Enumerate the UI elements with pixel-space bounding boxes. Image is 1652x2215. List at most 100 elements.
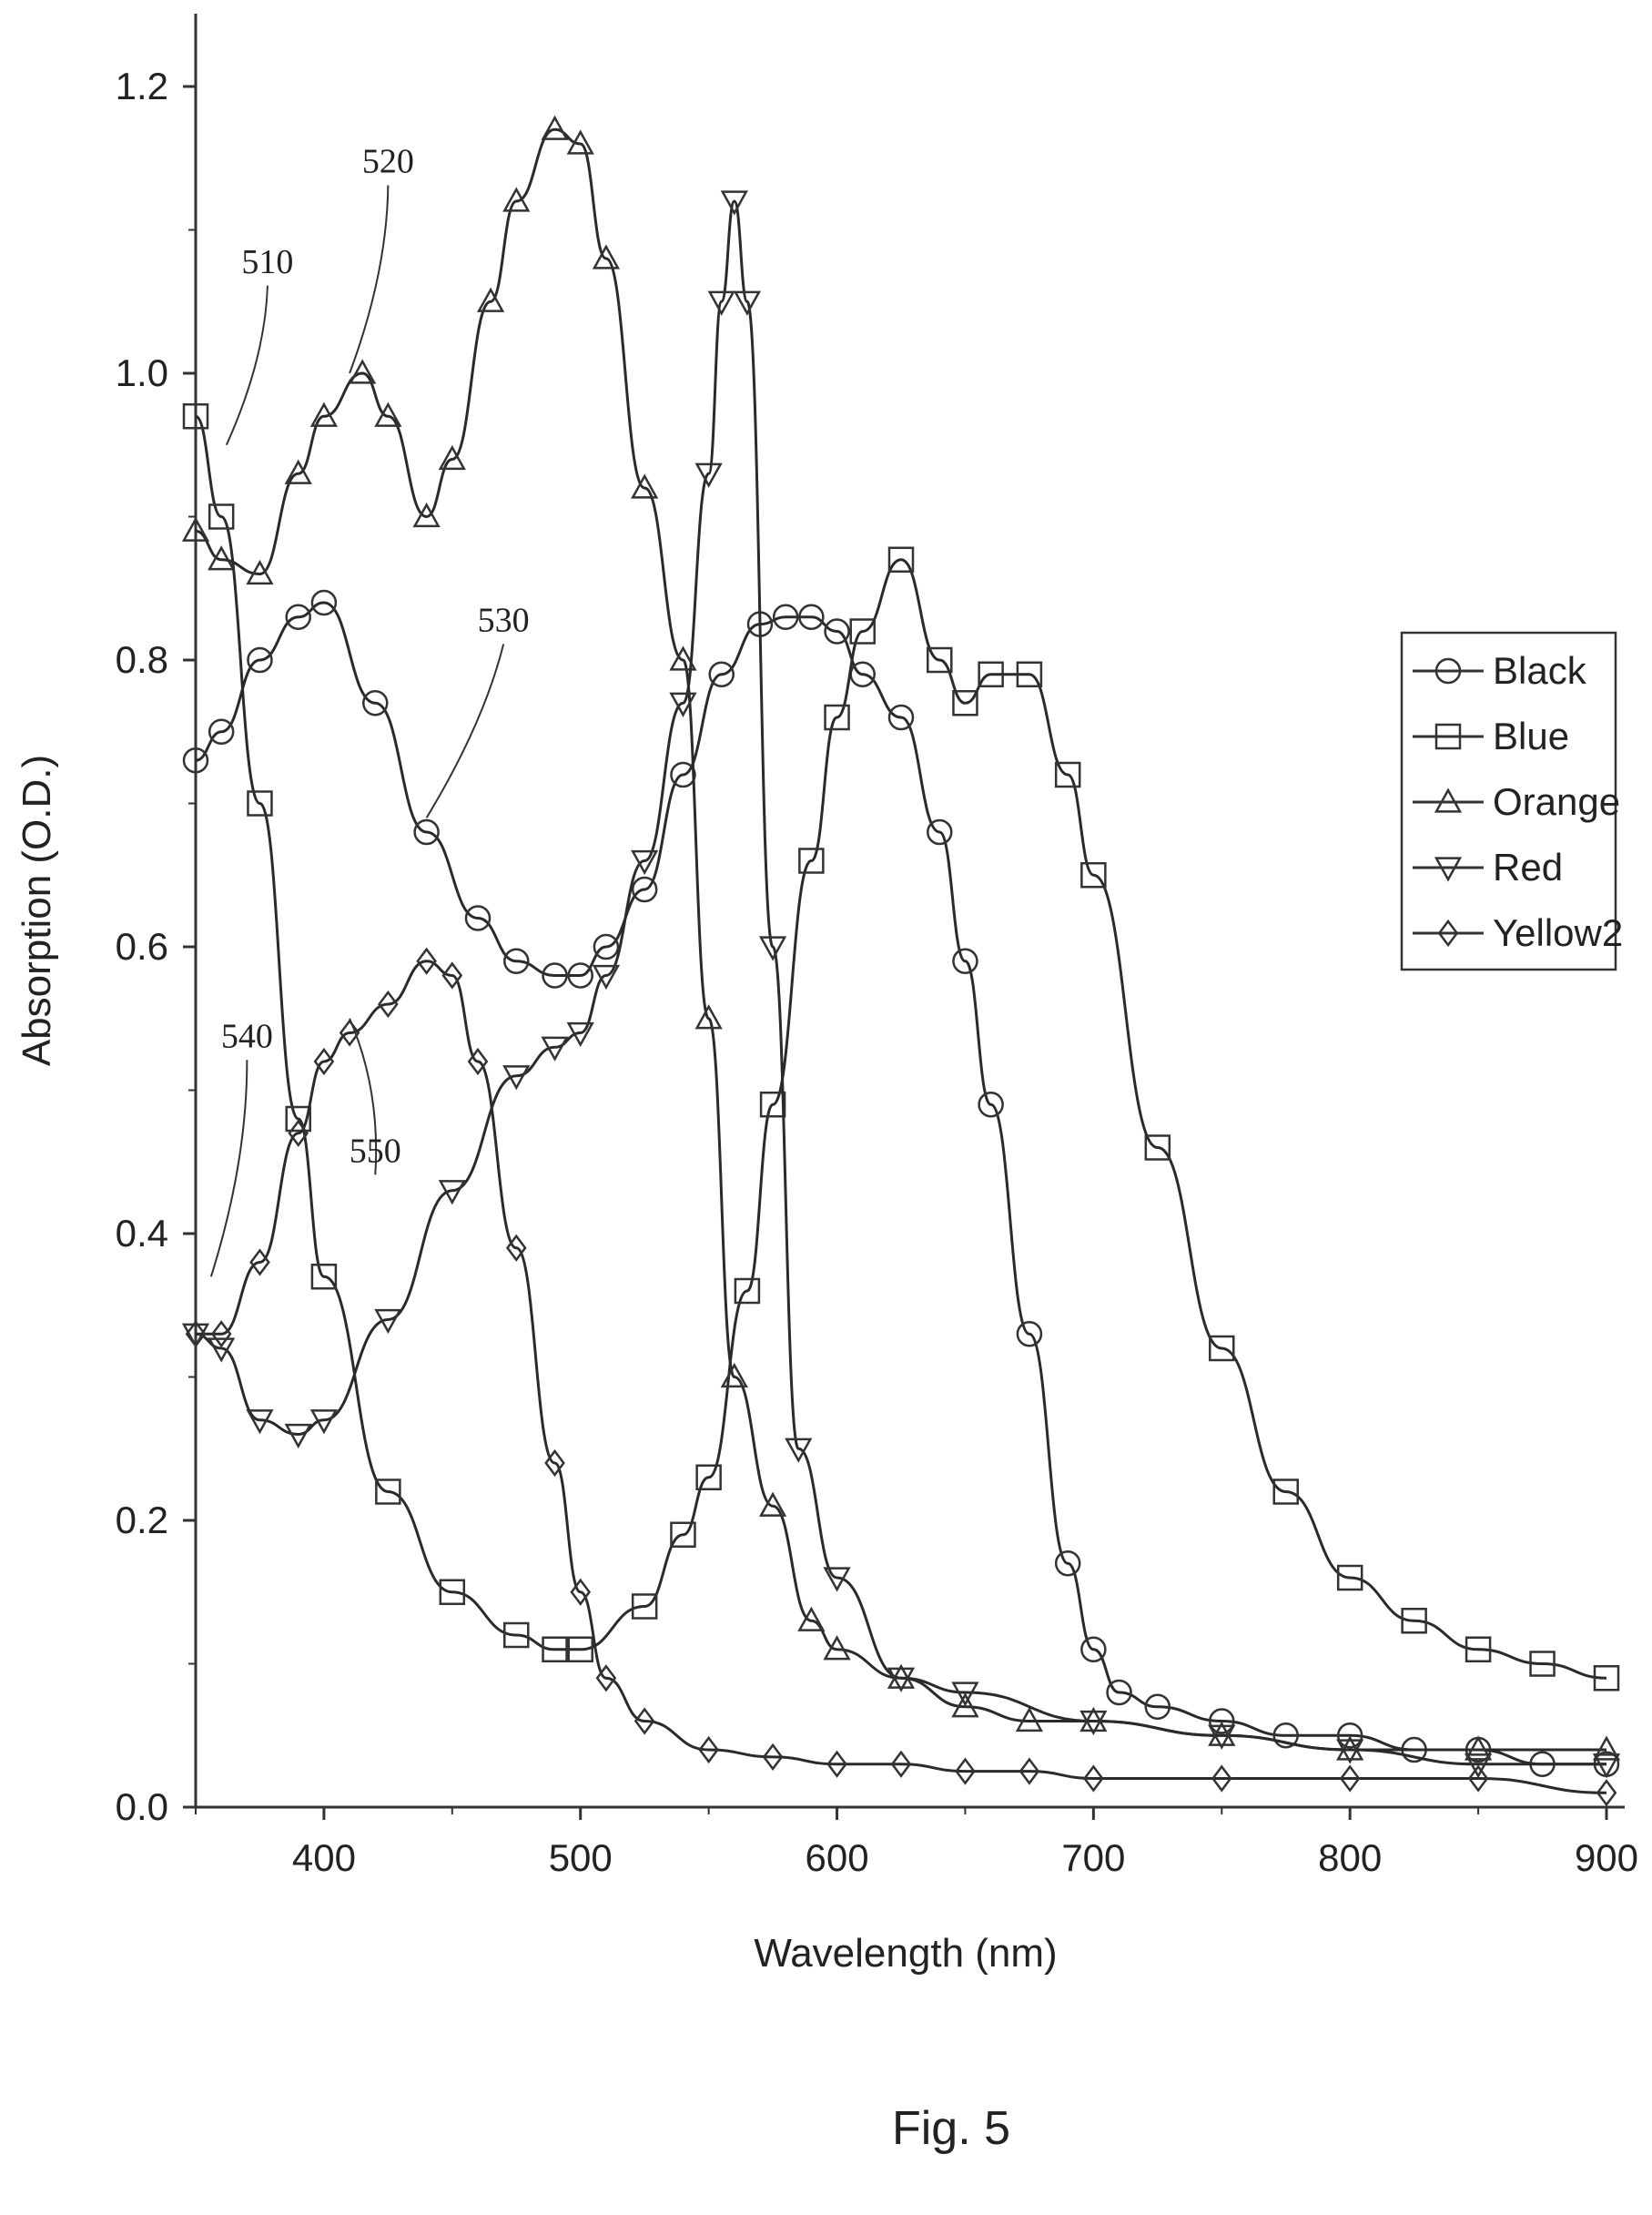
- data-point-red: [309, 1409, 339, 1435]
- data-point-orange: [823, 1635, 851, 1661]
- data-point-blue: [1465, 1636, 1492, 1662]
- y-tick-label: 0.8: [116, 638, 168, 681]
- data-point-red: [438, 1180, 466, 1205]
- legend-label-black: Black: [1493, 649, 1587, 692]
- data-point-black: [631, 876, 658, 903]
- data-point-black: [887, 704, 915, 731]
- data-point-red: [887, 1667, 916, 1692]
- data-point-orange: [541, 115, 569, 140]
- series-line-blue: [195, 414, 1607, 1680]
- data-point-blue: [1401, 1608, 1427, 1634]
- data-point-yellow2: [505, 1234, 527, 1262]
- data-point-red: [284, 1423, 312, 1449]
- data-point-blue: [887, 546, 915, 573]
- data-point-blue: [631, 1593, 658, 1620]
- data-point-orange: [1592, 1735, 1621, 1761]
- reference-label-530: 530: [478, 602, 530, 640]
- series-blue: [182, 403, 1620, 1692]
- data-point-blue: [1272, 1478, 1299, 1505]
- data-point-blue: [849, 618, 876, 645]
- data-point-black: [798, 604, 825, 630]
- legend-item-blue: Blue: [1413, 715, 1569, 757]
- data-point-yellow2: [633, 1707, 655, 1735]
- x-tick-label: 800: [1318, 1836, 1382, 1879]
- data-point-black: [927, 818, 953, 846]
- x-tick-label: 700: [1061, 1836, 1125, 1879]
- y-tick-label: 0.4: [116, 1212, 168, 1255]
- data-point-yellow2: [467, 1047, 489, 1076]
- figure-caption: Fig. 5: [892, 2102, 1010, 2155]
- data-point-black: [310, 589, 338, 616]
- data-point-red: [566, 1021, 594, 1048]
- x-tick-label: 400: [292, 1836, 356, 1879]
- data-point-black: [208, 718, 235, 745]
- data-point-blue: [734, 1277, 761, 1305]
- legend-item-yellow2: Yellow2: [1413, 911, 1623, 954]
- data-point-orange: [349, 359, 377, 384]
- series-yellow2: [185, 947, 1617, 1807]
- data-point-blue: [503, 1621, 530, 1649]
- data-point-blue: [1209, 1335, 1235, 1362]
- data-point-orange: [476, 287, 505, 312]
- legend-label-blue: Blue: [1493, 715, 1569, 757]
- data-point-orange: [208, 545, 236, 571]
- data-point-yellow2: [1339, 1764, 1361, 1793]
- data-point-red: [694, 462, 723, 488]
- x-tick-label: 600: [806, 1836, 869, 1879]
- legend-label-orange: Orange: [1493, 780, 1620, 823]
- data-point-orange: [1015, 1706, 1044, 1732]
- data-point-red: [707, 290, 735, 316]
- data-point-red: [246, 1409, 274, 1435]
- data-point-orange: [797, 1606, 826, 1631]
- series-black: [182, 589, 1620, 1777]
- data-point-blue: [1144, 1134, 1171, 1161]
- data-point-blue: [1593, 1665, 1620, 1692]
- data-point-blue: [695, 1464, 722, 1490]
- data-point-blue: [1529, 1651, 1556, 1677]
- data-point-red: [1336, 1739, 1364, 1764]
- y-tick-label: 0.2: [116, 1499, 168, 1541]
- data-point-black: [362, 690, 389, 716]
- data-point-yellow2: [762, 1743, 784, 1771]
- reference-label-510: 510: [241, 243, 293, 281]
- data-point-yellow2: [249, 1248, 270, 1276]
- data-point-orange: [438, 444, 466, 471]
- data-point-orange: [246, 559, 274, 585]
- data-point-red: [1079, 1710, 1108, 1736]
- data-point-yellow2: [378, 990, 399, 1019]
- data-point-blue: [542, 1636, 568, 1662]
- data-point-orange: [181, 516, 210, 542]
- data-point-blue: [759, 1092, 786, 1118]
- data-point-red: [1208, 1724, 1236, 1750]
- data-point-blue: [1016, 661, 1043, 687]
- data-point-black: [503, 948, 530, 974]
- annotation-530: 530: [425, 602, 530, 818]
- data-point-black: [542, 962, 568, 989]
- legend-marker-yellow2: [1437, 919, 1459, 948]
- data-point-black: [824, 618, 850, 645]
- reference-label-520: 520: [362, 143, 414, 181]
- data-point-red: [951, 1682, 979, 1707]
- data-point-yellow2: [1083, 1764, 1104, 1793]
- data-point-black: [285, 604, 311, 630]
- data-point-yellow2: [890, 1750, 912, 1778]
- data-point-black: [464, 905, 492, 931]
- annotation-540: 540: [209, 1017, 273, 1277]
- legend-item-black: Black: [1413, 649, 1587, 692]
- data-point-orange: [412, 502, 441, 528]
- data-point-blue: [1080, 862, 1107, 889]
- reference-label-550: 550: [350, 1132, 401, 1170]
- data-point-yellow2: [698, 1735, 719, 1764]
- reference-label-540: 540: [221, 1017, 273, 1055]
- data-point-orange: [951, 1692, 979, 1718]
- data-point-blue: [1336, 1564, 1363, 1591]
- data-point-black: [1144, 1693, 1171, 1720]
- leader-line-520: [349, 185, 390, 374]
- data-point-black: [247, 646, 273, 674]
- leader-line-530: [425, 644, 505, 818]
- leader-line-550: [349, 1018, 378, 1175]
- data-point-red: [374, 1308, 402, 1335]
- legend: Black Blue Orange Red Yellow2: [1400, 631, 1623, 971]
- data-point-black: [952, 948, 978, 974]
- reference-annotations: 510 520 530 540 550: [209, 143, 530, 1277]
